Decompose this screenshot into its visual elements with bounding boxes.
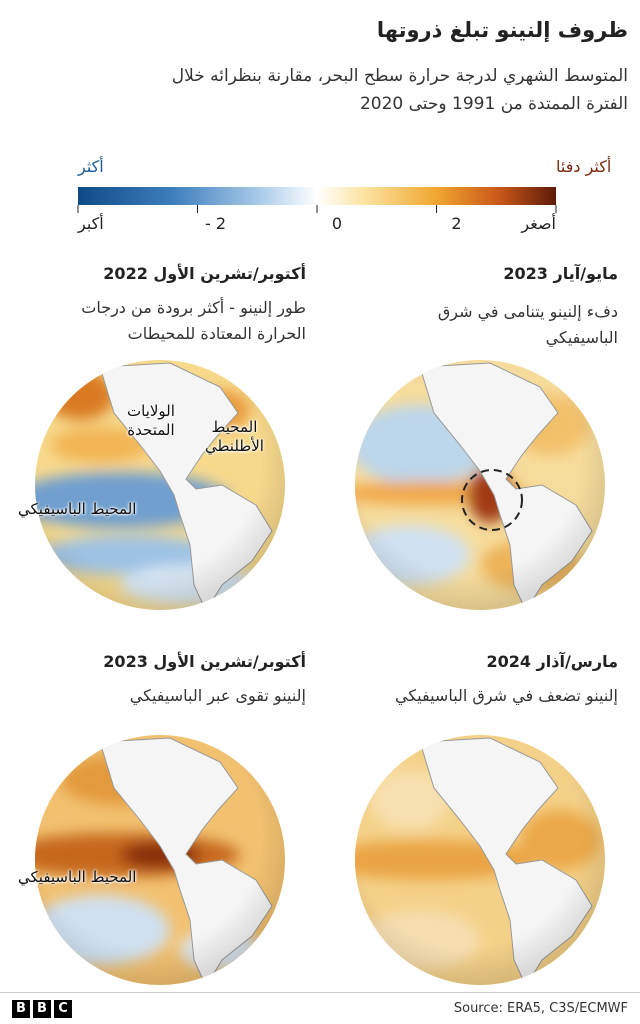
map-label: المحيط الأطلنطي — [205, 418, 264, 456]
globe — [35, 360, 285, 610]
panel-text: إلنينو تضعف في شرق الباسيفيكي — [395, 683, 618, 709]
tick-label: 2 — [451, 214, 461, 233]
panel: أكتوبر/تشرين الأول 2022 طور إلنينو - أكث… — [81, 264, 306, 347]
panel: مارس/آذار 2024 إلنينو تضعف في شرق الباسي… — [395, 652, 618, 709]
logo-letter: C — [54, 1000, 72, 1018]
tick-label: - 2 — [205, 214, 226, 233]
globe — [35, 735, 285, 985]
cold-label: أكثر — [77, 156, 104, 177]
color-legend: أكثر أكثر دفئا أكبر أصغر - 2 0 2 — [77, 156, 611, 234]
panel: مايو/آيار 2023 دفء إلنينو يتنامى في شرق ا… — [438, 264, 618, 351]
color-bar — [78, 187, 556, 205]
logo-letter: B — [12, 1000, 30, 1018]
panel-text: طور إلنينو - أكثر برودة من درجات الحرارة … — [81, 295, 306, 347]
label-line: الولايات — [127, 402, 175, 420]
footer-rule — [0, 992, 640, 993]
title: ظروف إلنينو تبلغ ذروتها — [376, 18, 628, 42]
logo: B B C — [12, 1000, 72, 1018]
right-end-label: أصغر — [520, 213, 556, 234]
text-line: الباسيفيكي — [545, 328, 618, 347]
text-line: دفء إلنينو يتنامى في شرق — [437, 302, 618, 321]
globe — [355, 735, 605, 985]
subtitle-line: المتوسط الشهري لدرجة حرارة سطح البحر، مق… — [171, 66, 628, 86]
subtitle-line: الفترة الممتدة من 1991 وحتى 2020 — [359, 94, 628, 114]
source: Source: ERA5, C3S/ECMWF — [453, 1001, 628, 1016]
label-line: المتحدة — [127, 421, 175, 439]
text-line: الحرارة المعتادة للمحيطات — [127, 324, 306, 343]
text-line: إلنينو تقوى عبر الباسيفيكي — [129, 686, 306, 705]
map-label: المحيط الباسيفيكي — [18, 868, 136, 887]
panel: أكتوبر/تشرين الأول 2023 إلنينو تقوى عبر … — [103, 652, 306, 709]
panel-heading: أكتوبر/تشرين الأول 2022 — [103, 264, 306, 283]
subtitle: المتوسط الشهري لدرجة حرارة سطح البحر، مق… — [28, 62, 628, 118]
warm-label: أكثر دفئا — [556, 156, 611, 177]
map-label: الولايات المتحدة — [127, 402, 175, 440]
label-line: المحيط — [211, 418, 258, 436]
map-label: المحيط الباسيفيكي — [18, 500, 136, 519]
panel-text: إلنينو تقوى عبر الباسيفيكي — [103, 683, 306, 709]
panel-heading: مايو/آيار 2023 — [503, 264, 618, 283]
label-line: المحيط الباسيفيكي — [18, 868, 137, 886]
text-line: طور إلنينو - أكثر برودة من درجات — [81, 298, 306, 317]
label-line: الأطلنطي — [205, 437, 264, 455]
panel-heading: أكتوبر/تشرين الأول 2023 — [103, 652, 306, 671]
globe — [355, 360, 605, 610]
text-line: إلنينو تضعف في شرق الباسيفيكي — [394, 686, 618, 705]
panel-heading: مارس/آذار 2024 — [486, 652, 618, 671]
left-end-label: أكبر — [77, 213, 104, 234]
logo-letter: B — [33, 1000, 51, 1018]
label-line: المحيط الباسيفيكي — [18, 500, 137, 518]
panel-text: دفء إلنينو يتنامى في شرق الباسيفيكي — [438, 299, 618, 351]
tick-label: 0 — [332, 214, 342, 233]
